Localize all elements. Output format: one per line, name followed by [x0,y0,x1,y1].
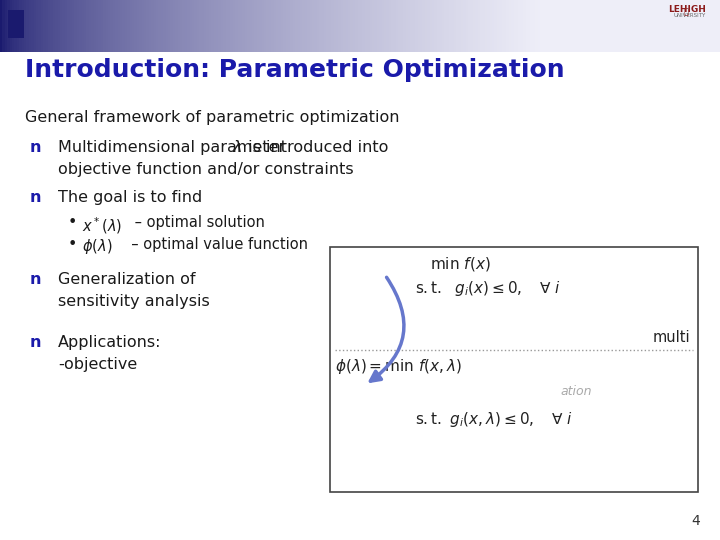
Text: n: n [30,140,42,155]
Text: $\mathrm{s.t.}\ \ g_i(x) \leq 0, \quad \forall\ i$: $\mathrm{s.t.}\ \ g_i(x) \leq 0, \quad \… [415,279,561,298]
Text: n: n [30,335,42,350]
Text: n: n [30,190,42,205]
Text: 4: 4 [691,514,700,528]
Bar [8,24,24,38]
Text: •: • [68,237,77,252]
Text: $\mathrm{s.t.}\ g_i(x,\lambda) \leq 0, \quad \forall\ i$: $\mathrm{s.t.}\ g_i(x,\lambda) \leq 0, \… [415,410,573,429]
Text: Multidimensional parameter: Multidimensional parameter [58,140,290,155]
Text: – optimal solution: – optimal solution [130,215,265,230]
Text: The goal is to find: The goal is to find [58,190,202,205]
Text: General framework of parametric optimization: General framework of parametric optimiza… [25,110,400,125]
Text: sensitivity analysis: sensitivity analysis [58,294,210,309]
Text: λ: λ [233,140,243,155]
Text: UNIVERSITY: UNIVERSITY [674,13,706,18]
Text: $\phi(\lambda) = \min\ f(x,\lambda)$: $\phi(\lambda) = \min\ f(x,\lambda)$ [335,357,462,376]
Text: objective function and/or constraints: objective function and/or constraints [58,162,354,177]
Bar [330,247,698,492]
Text: Generalization of: Generalization of [58,272,196,287]
Text: •: • [68,215,77,230]
Bar [8,10,24,24]
Text: -objective: -objective [58,357,138,372]
Text: $\min\ f(x)$: $\min\ f(x)$ [430,255,490,273]
Text: $\phi(\lambda)$: $\phi(\lambda)$ [82,237,112,256]
Text: Introduction: Parametric Optimization: Introduction: Parametric Optimization [25,58,564,82]
Text: LEHIGH: LEHIGH [668,5,706,14]
Text: – optimal value function: – optimal value function [122,237,308,252]
Text: multi: multi [652,330,690,345]
Text: Applications:: Applications: [58,335,161,350]
Text: ⬛: ⬛ [683,7,688,16]
Text: $x^*(\lambda)$: $x^*(\lambda)$ [82,215,122,235]
Text: n: n [30,272,42,287]
Text: ation: ation [560,385,592,398]
Text: is introduced into: is introduced into [243,140,388,155]
